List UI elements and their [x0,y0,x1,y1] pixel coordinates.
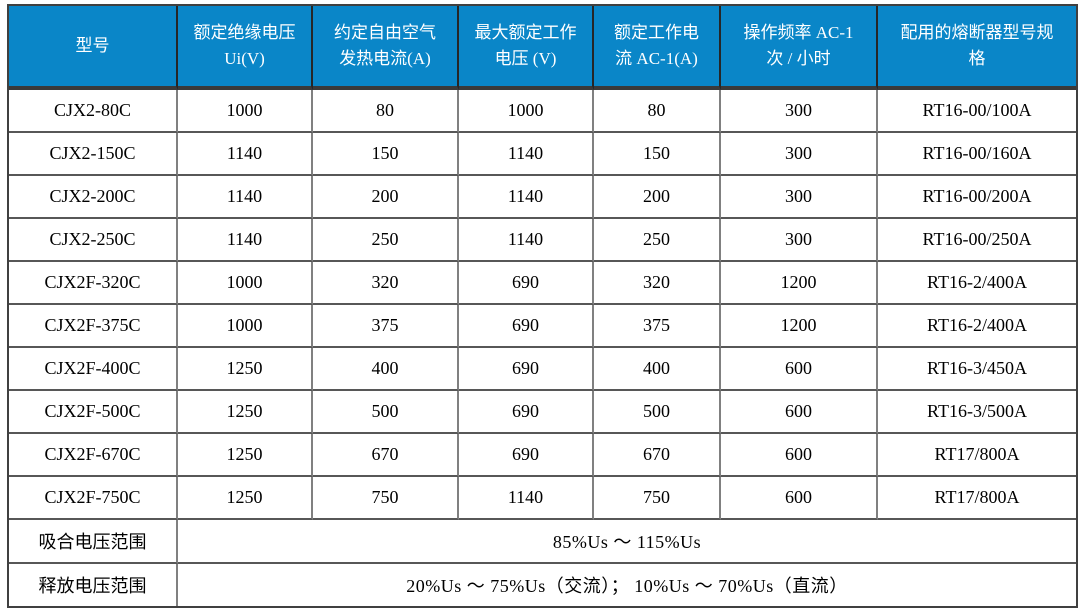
value-cell: 320 [313,262,459,305]
header-row: 型号 额定绝缘电压 Ui(V) 约定自由空气发热电流(A) 最大额定工作电压 (… [9,6,1076,90]
value-cell: 1140 [459,133,594,176]
value-cell: 320 [594,262,721,305]
value-cell: 670 [594,434,721,477]
value-cell: 250 [313,219,459,262]
col-header-max-working-voltage: 最大额定工作电压 (V) [459,6,594,90]
value-cell: 150 [594,133,721,176]
fuse-cell: RT16-00/160A [878,133,1076,176]
fuse-cell: RT17/800A [878,477,1076,520]
value-cell: 500 [313,391,459,434]
value-cell: 1140 [459,219,594,262]
value-cell: 1140 [178,176,313,219]
value-cell: 80 [313,90,459,133]
table-row: CJX2F-750C 1250 750 1140 750 600 RT17/80… [9,477,1076,520]
value-cell: 1250 [178,348,313,391]
value-cell: 300 [721,176,878,219]
col-header-model: 型号 [9,6,178,90]
fuse-cell: RT16-00/200A [878,176,1076,219]
value-cell: 670 [313,434,459,477]
value-cell: 1250 [178,477,313,520]
value-cell: 1250 [178,391,313,434]
model-cell: CJX2F-320C [9,262,178,305]
value-cell: 80 [594,90,721,133]
value-cell: 375 [594,305,721,348]
value-cell: 690 [459,348,594,391]
value-cell: 750 [594,477,721,520]
value-cell: 690 [459,262,594,305]
release-voltage-label: 释放电压范围 [9,564,178,606]
pickup-voltage-row: 吸合电压范围 85%Us ～ 115%Us [9,520,1076,564]
value-cell: 1250 [178,434,313,477]
fuse-cell: RT16-2/400A [878,305,1076,348]
value-cell: 250 [594,219,721,262]
model-cell: CJX2F-670C [9,434,178,477]
col-header-operating-frequency: 操作频率 AC-1 次 / 小时 [721,6,878,90]
model-cell: CJX2-150C [9,133,178,176]
model-cell: CJX2F-375C [9,305,178,348]
value-cell: 1200 [721,262,878,305]
value-cell: 1000 [459,90,594,133]
value-cell: 200 [594,176,721,219]
table-row: CJX2F-670C 1250 670 690 670 600 RT17/800… [9,434,1076,477]
col-header-working-current: 额定工作电流 AC-1(A) [594,6,721,90]
table-row: CJX2-150C 1140 150 1140 150 300 RT16-00/… [9,133,1076,176]
model-cell: CJX2-250C [9,219,178,262]
value-cell: 750 [313,477,459,520]
release-voltage-value: 20%Us ～ 75%Us（交流）； 10%Us ～ 70%Us（直流） [406,576,848,596]
table-row: CJX2F-320C 1000 320 690 320 1200 RT16-2/… [9,262,1076,305]
model-cell: CJX2F-750C [9,477,178,520]
value-cell: 375 [313,305,459,348]
model-cell: CJX2-80C [9,90,178,133]
col-header-insulation-voltage: 额定绝缘电压 Ui(V) [178,6,313,90]
value-cell: 600 [721,477,878,520]
pickup-voltage-label: 吸合电压范围 [9,520,178,564]
value-cell: 400 [594,348,721,391]
value-cell: 600 [721,391,878,434]
value-cell: 600 [721,434,878,477]
value-cell: 1140 [178,219,313,262]
fuse-cell: RT16-00/100A [878,90,1076,133]
fuse-cell: RT16-00/250A [878,219,1076,262]
pickup-voltage-value: 85%Us ～ 115%Us [178,520,1076,564]
fuse-cell: RT16-2/400A [878,262,1076,305]
value-cell: 400 [313,348,459,391]
value-cell: 300 [721,133,878,176]
value-cell: 690 [459,391,594,434]
table-row: CJX2-250C 1140 250 1140 250 300 RT16-00/… [9,219,1076,262]
value-cell: 1140 [459,477,594,520]
value-cell: 300 [721,219,878,262]
table-row: CJX2F-400C 1250 400 690 400 600 RT16-3/4… [9,348,1076,391]
model-cell: CJX2-200C [9,176,178,219]
value-cell: 500 [594,391,721,434]
fuse-cell: RT17/800A [878,434,1076,477]
contactor-spec-table: 型号 额定绝缘电压 Ui(V) 约定自由空气发热电流(A) 最大额定工作电压 (… [7,4,1078,608]
value-cell: 1000 [178,90,313,133]
table-row: CJX2F-500C 1250 500 690 500 600 RT16-3/5… [9,391,1076,434]
table-row: CJX2-80C 1000 80 1000 80 300 RT16-00/100… [9,90,1076,133]
model-cell: CJX2F-400C [9,348,178,391]
value-cell: 1000 [178,262,313,305]
col-header-thermal-current: 约定自由空气发热电流(A) [313,6,459,90]
value-cell: 600 [721,348,878,391]
value-cell: 300 [721,90,878,133]
value-cell: 1140 [459,176,594,219]
model-cell: CJX2F-500C [9,391,178,434]
table-row: CJX2F-375C 1000 375 690 375 1200 RT16-2/… [9,305,1076,348]
value-cell: 690 [459,434,594,477]
value-cell: 1200 [721,305,878,348]
col-header-fuse-spec: 配用的熔断器型号规格 [878,6,1076,90]
value-cell: 150 [313,133,459,176]
table-row: CJX2-200C 1140 200 1140 200 300 RT16-00/… [9,176,1076,219]
value-cell: 200 [313,176,459,219]
value-cell: 1140 [178,133,313,176]
fuse-cell: RT16-3/500A [878,391,1076,434]
fuse-cell: RT16-3/450A [878,348,1076,391]
value-cell: 1000 [178,305,313,348]
value-cell: 690 [459,305,594,348]
release-voltage-row: 释放电压范围 20%Us ～ 75%Us（交流）； 10%Us ～ 70%Us（… [9,564,1076,606]
